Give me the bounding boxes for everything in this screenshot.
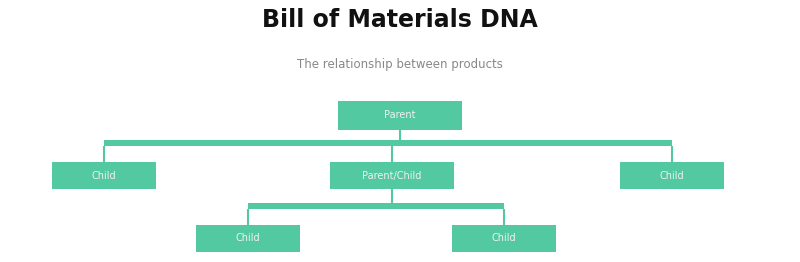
Text: Child: Child xyxy=(236,233,260,243)
Text: Bill of Materials DNA: Bill of Materials DNA xyxy=(262,8,538,32)
Bar xyxy=(620,162,724,189)
Text: The relationship between products: The relationship between products xyxy=(297,58,503,71)
Bar xyxy=(104,140,672,146)
Bar xyxy=(52,162,156,189)
Bar xyxy=(248,203,504,209)
Bar xyxy=(330,162,454,189)
Text: Parent: Parent xyxy=(384,110,416,120)
Bar xyxy=(196,225,300,252)
Text: Child: Child xyxy=(492,233,516,243)
Text: Child: Child xyxy=(660,171,684,181)
Text: Child: Child xyxy=(92,171,116,181)
Bar xyxy=(452,225,556,252)
Bar xyxy=(338,101,462,130)
Text: Parent/Child: Parent/Child xyxy=(362,171,422,181)
